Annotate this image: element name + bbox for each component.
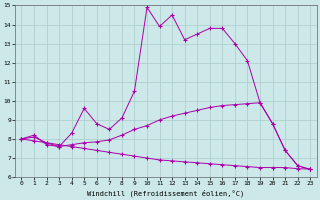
- X-axis label: Windchill (Refroidissement éolien,°C): Windchill (Refroidissement éolien,°C): [87, 189, 244, 197]
